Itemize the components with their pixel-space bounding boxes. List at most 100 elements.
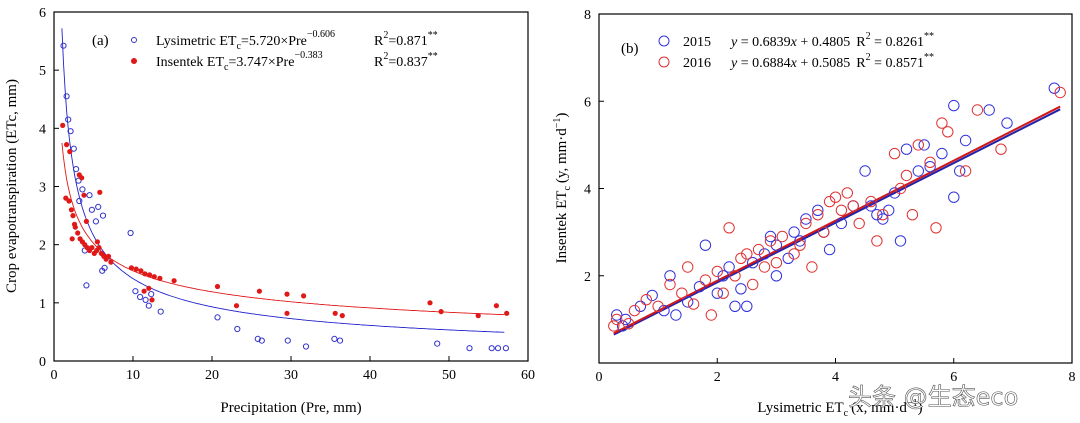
y-tick-label: 4 (39, 122, 46, 137)
data-point (729, 300, 741, 312)
data-point (488, 345, 495, 352)
data-point (76, 172, 82, 178)
panel-a-ticks: 0 10 20 30 40 50 60 0 1 2 3 4 5 6 (39, 6, 535, 383)
data-point (339, 313, 345, 319)
data-point (76, 197, 83, 205)
data-point (427, 300, 433, 306)
x-tick-label: 50 (442, 368, 456, 383)
data-point (948, 191, 960, 203)
data-point (924, 156, 936, 169)
data-point (711, 287, 723, 299)
data-point (494, 345, 502, 352)
data-point (214, 314, 221, 321)
y-tick-label: 6 (39, 6, 46, 21)
data-point (646, 289, 658, 302)
data-point (133, 266, 139, 272)
data-point (906, 209, 919, 221)
y-tick-label: 8 (584, 8, 591, 23)
data-point (959, 134, 972, 147)
data-point (94, 239, 100, 245)
fit-line-insentek (61, 142, 505, 316)
fit-line-lysimetric (61, 28, 505, 333)
data-point (234, 325, 241, 333)
data-point (284, 337, 291, 344)
panel-b-ylabel: Insentek ETc(y, mm·d−1) (552, 113, 573, 264)
data-point (995, 143, 1007, 155)
data-point (717, 287, 729, 299)
data-point (622, 318, 635, 330)
data-point (145, 302, 152, 309)
data-point (699, 274, 712, 286)
y-tick-label: 0 (39, 355, 46, 370)
x-tick-label: 40 (363, 368, 377, 383)
data-point (835, 204, 848, 217)
data-point (900, 143, 913, 155)
data-point (687, 298, 700, 310)
panel-b-xlabel: Lysimetric ETc (x, mm·d−1) (757, 398, 922, 419)
data-point (924, 161, 936, 173)
data-point (86, 192, 93, 199)
data-point (664, 270, 676, 282)
x-tick-label: 8 (1069, 370, 1076, 385)
data-point (69, 236, 75, 242)
data-point (611, 309, 623, 321)
data-point (284, 291, 290, 297)
legend-lysimetric-marker (131, 37, 137, 43)
fit-line-2015 (613, 108, 1061, 336)
panel-b-ticks: 0 2 4 6 8 2 4 6 8 (584, 8, 1076, 385)
data-point (147, 272, 153, 278)
data-point (841, 187, 853, 199)
data-point (770, 239, 783, 251)
data-point (63, 93, 70, 100)
data-point (782, 252, 794, 264)
data-point (146, 285, 152, 291)
x-tick-label: 4 (832, 370, 839, 385)
data-point (670, 309, 682, 321)
data-point (936, 147, 948, 160)
data-point (256, 288, 262, 294)
data-point (105, 253, 112, 259)
data-point (735, 252, 747, 264)
data-point (794, 239, 806, 251)
legend-2015-text: 2015 y = 0.6839x + 0.4805 R2 = 0.8261** (683, 31, 934, 50)
data-point (658, 304, 670, 317)
data-point (806, 261, 818, 273)
data-point (438, 309, 444, 315)
data-point (918, 139, 930, 151)
data-point (336, 337, 344, 344)
data-point (877, 209, 889, 221)
data-point (132, 288, 139, 295)
data-point (72, 224, 78, 230)
data-point (157, 308, 164, 315)
data-point (847, 200, 859, 212)
data-point (493, 303, 499, 309)
data-point (1054, 86, 1066, 99)
x-tick-label: 0 (51, 368, 58, 383)
panel-a-legend: Lysimetric ETc=5.720×Pre−0.606 R2=0.871**… (131, 29, 438, 73)
data-point (894, 182, 907, 195)
data-point (776, 230, 788, 243)
data-point (128, 265, 134, 271)
data-point (829, 191, 842, 203)
panel-b-points (608, 82, 1066, 332)
data-point (60, 122, 66, 128)
data-point (770, 270, 783, 282)
data-point (747, 278, 759, 291)
legend-2015-marker (658, 35, 670, 47)
data-point (70, 145, 77, 152)
data-point (254, 335, 261, 342)
data-point (73, 166, 80, 173)
data-point (127, 229, 134, 237)
data-point (171, 278, 177, 284)
data-point (954, 165, 966, 177)
y-tick-label: 2 (584, 270, 591, 285)
data-point (142, 296, 149, 303)
x-tick-label: 0 (596, 370, 603, 385)
data-point (788, 226, 800, 238)
x-tick-label: 60 (521, 368, 535, 383)
x-tick-label: 20 (205, 368, 219, 383)
data-point (64, 142, 70, 148)
data-point (936, 117, 948, 129)
data-point (930, 222, 942, 234)
